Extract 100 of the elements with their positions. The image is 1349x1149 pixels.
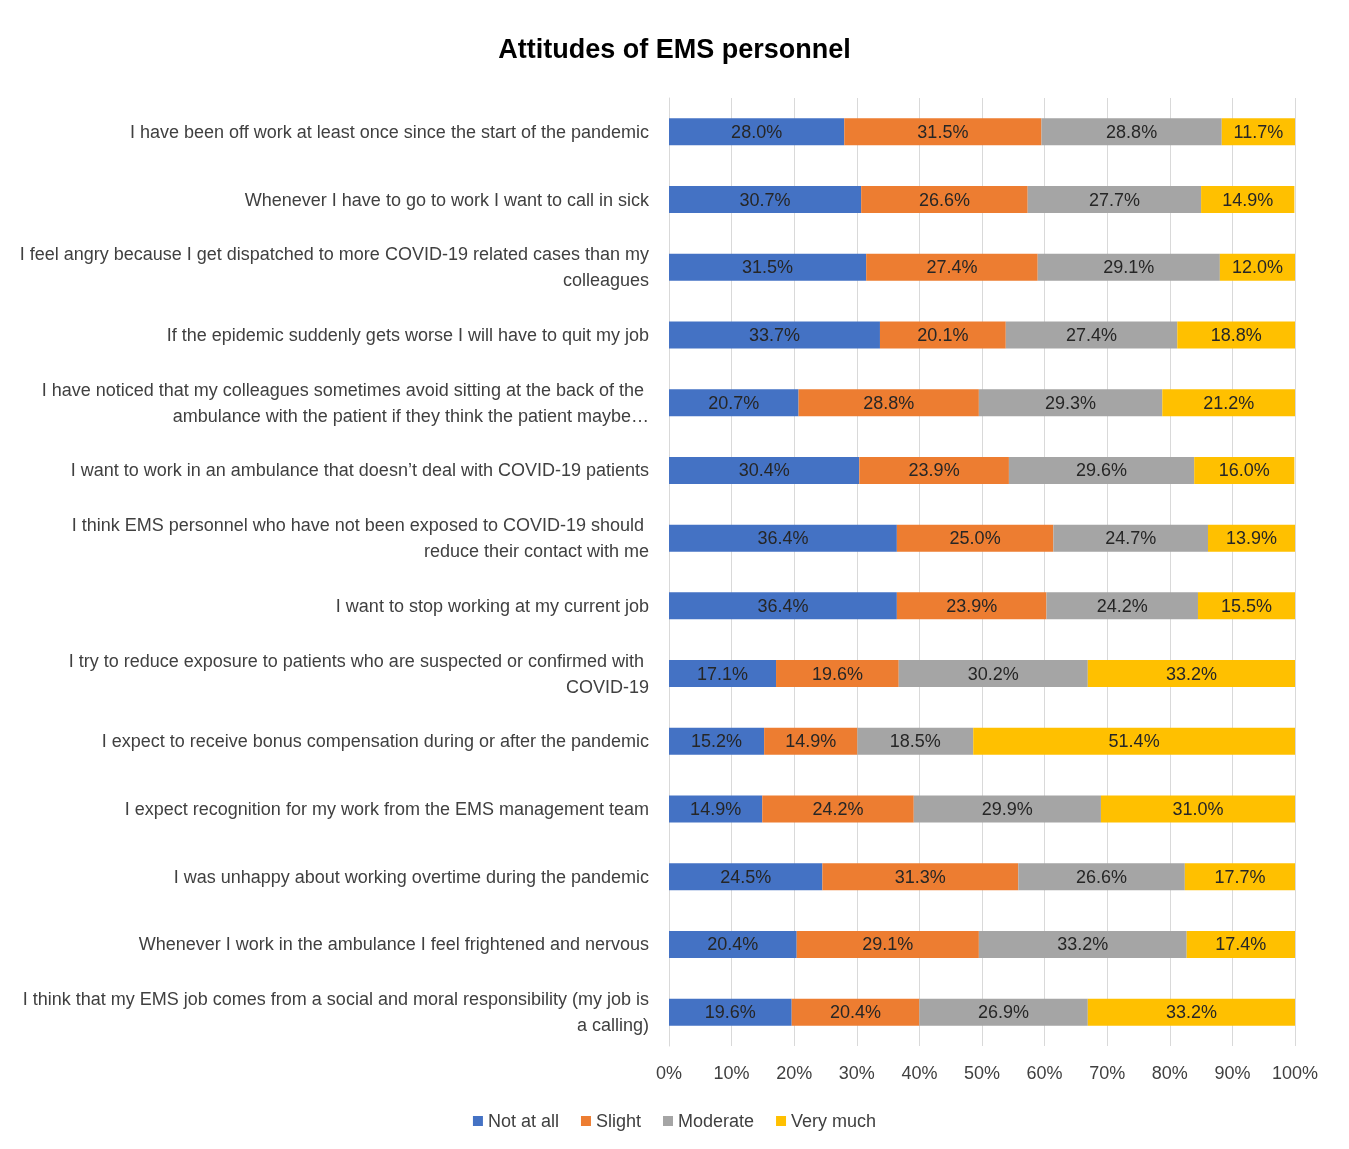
data-label: 15.5%	[1220, 595, 1273, 616]
data-label: 19.6%	[704, 1002, 756, 1023]
bar	[1162, 389, 1295, 417]
data-label: 31.5%	[917, 121, 969, 142]
data-label: 36.4%	[757, 595, 809, 616]
data-label: 24.7%	[1105, 528, 1157, 549]
x-tick-label: 0%	[655, 1063, 683, 1083]
bar	[798, 389, 979, 417]
data-label: 27.4%	[926, 257, 978, 278]
data-label: 36.4%	[757, 528, 809, 549]
data-label: 20.4%	[830, 1002, 882, 1023]
bar	[669, 660, 777, 688]
data-label: 24.5%	[720, 866, 772, 887]
bar	[1037, 253, 1220, 281]
y-tick-label: Whenever I work in the ambulance I feel frightened and nervous	[138, 934, 649, 955]
bar	[776, 660, 899, 688]
y-tick-label: I have been off work at least once since the start of the pandemic	[130, 121, 649, 142]
data-label: 20.4%	[707, 934, 759, 955]
bar	[919, 998, 1088, 1026]
data-label: 29.6%	[1076, 460, 1128, 481]
x-tick-label: 70%	[1089, 1063, 1126, 1083]
data-label: 33.2%	[1165, 663, 1217, 684]
bar	[896, 592, 1047, 620]
data-label: 19.6%	[811, 663, 863, 684]
y-tick-label: I have noticed that my colleagues sometimes avoid sitting at the back of the ambulance with the patient if they think the patient maybe…	[41, 379, 649, 426]
data-label: 11.7%	[1233, 121, 1284, 142]
legend-label: Slight	[595, 1111, 641, 1131]
bar	[669, 456, 860, 484]
bar	[973, 727, 1295, 755]
bar	[1184, 863, 1295, 891]
bar	[861, 186, 1028, 214]
y-tick-label: If the epidemic suddenly gets worse I will have to quit my job	[166, 325, 649, 345]
bar	[1100, 795, 1295, 823]
bar	[844, 118, 1042, 146]
x-tick-label: 100%	[1271, 1063, 1319, 1083]
data-label: 20.7%	[708, 392, 760, 413]
bar	[879, 321, 1006, 349]
bar	[822, 863, 1019, 891]
data-label: 17.1%	[697, 663, 749, 684]
data-label: 28.8%	[863, 392, 915, 413]
bar	[896, 524, 1054, 552]
data-label: 23.9%	[946, 595, 998, 616]
data-label: 29.3%	[1045, 392, 1097, 413]
bar	[1046, 592, 1198, 620]
legend-label: Very much	[791, 1111, 877, 1131]
bar	[1186, 930, 1295, 958]
data-label: 15.2%	[691, 731, 743, 752]
data-label: 27.4%	[1066, 325, 1118, 345]
bar	[978, 389, 1163, 417]
y-tick-label: I try to reduce exposure to patients who are suspected or confirmed with COVID-19	[68, 650, 649, 697]
bar	[857, 727, 974, 755]
data-label: 14.9%	[785, 731, 837, 752]
data-label: 33.2%	[1165, 1002, 1217, 1023]
bar	[669, 389, 799, 417]
bar	[669, 118, 845, 146]
bar	[978, 930, 1187, 958]
data-label: 18.8%	[1210, 325, 1262, 345]
y-tick-label: I expect to receive bonus compensation during or after the pandemic	[101, 731, 649, 752]
bar	[1087, 998, 1295, 1026]
data-label: 24.2%	[812, 799, 864, 819]
data-label: 28.8%	[1106, 121, 1158, 142]
data-label: 30.2%	[967, 663, 1019, 684]
data-label: 16.0%	[1218, 460, 1270, 481]
bar	[669, 524, 897, 552]
x-tick-label: 30%	[838, 1063, 875, 1083]
x-tick-label: 80%	[1151, 1063, 1188, 1083]
data-label: 30.7%	[739, 189, 791, 210]
data-label: 26.6%	[918, 189, 970, 210]
bar	[1018, 863, 1185, 891]
data-label: 20.1%	[917, 325, 969, 345]
bar	[859, 456, 1009, 484]
data-label: 25.0%	[949, 528, 1001, 549]
x-tick-label: 60%	[1026, 1063, 1063, 1083]
bar	[866, 253, 1038, 281]
legend-label: Moderate	[677, 1111, 755, 1131]
data-label: 23.9%	[908, 460, 960, 481]
data-label: 31.0%	[1172, 799, 1224, 819]
bar	[898, 660, 1088, 688]
y-tick-label: I was unhappy about working overtime during the pandemic	[173, 866, 649, 887]
y-tick-label: I want to work in an ambulance that doesn’t deal with COVID-19 patients	[70, 460, 649, 481]
bar	[669, 863, 823, 891]
bar	[1087, 660, 1295, 688]
bar	[762, 795, 914, 823]
bar	[913, 795, 1101, 823]
bar	[669, 998, 792, 1026]
data-label: 29.9%	[981, 799, 1033, 819]
data-label: 51.4%	[1108, 731, 1160, 752]
legend-label: Not at all	[487, 1111, 559, 1131]
data-label: 26.6%	[1076, 866, 1128, 887]
x-tick-label: 90%	[1214, 1063, 1251, 1083]
data-label: 33.7%	[748, 325, 800, 345]
data-label: 29.1%	[862, 934, 914, 955]
x-tick-label: 40%	[901, 1063, 938, 1083]
data-label: 14.9%	[1222, 189, 1274, 210]
data-label: 18.5%	[889, 731, 941, 752]
data-label: 33.2%	[1057, 934, 1109, 955]
data-label: 17.7%	[1214, 866, 1266, 887]
bar	[669, 321, 880, 349]
bar	[669, 592, 897, 620]
y-tick-label: I want to stop working at my current job	[335, 595, 649, 616]
